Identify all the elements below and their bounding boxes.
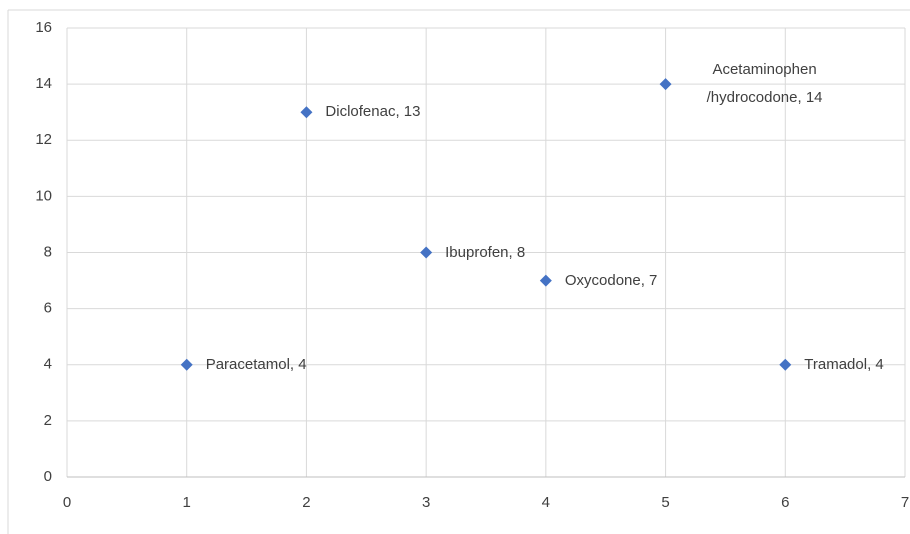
data-point [779,358,792,371]
y-tick-label: 14 [35,75,52,92]
x-tick-label: 1 [183,494,191,511]
x-tick-label: 5 [661,494,669,511]
y-tick-label: 4 [44,356,52,373]
x-tick-label: 0 [63,494,71,511]
y-tick-label: 16 [35,19,52,36]
data-label: Oxycodone, 7 [564,271,658,289]
data-label: Acetaminophen /hydrocodone, 14 [706,61,823,107]
y-tick-label: 10 [35,187,52,204]
y-tick-label: 12 [35,131,52,148]
data-point [659,78,672,91]
y-tick-label: 6 [44,300,52,317]
x-tick-label: 4 [542,494,550,511]
data-point [180,358,193,371]
data-point [420,246,433,259]
data-label: Ibuprofen, 8 [445,243,526,261]
y-tick-label: 0 [44,468,52,485]
data-point [300,106,313,119]
y-tick-label: 8 [44,243,52,260]
data-point [539,274,552,287]
x-tick-label: 6 [781,494,789,511]
data-label: Paracetamol, 4 [205,355,307,373]
x-tick-label: 7 [901,494,909,511]
x-tick-label: 2 [302,494,310,511]
data-label: Diclofenac, 13 [325,103,421,121]
y-tick-label: 2 [44,412,52,429]
x-tick-label: 3 [422,494,430,511]
data-label: Tramadol, 4 [804,355,884,373]
